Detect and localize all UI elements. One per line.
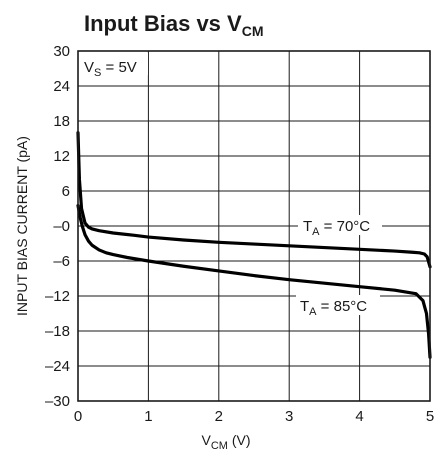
chart-title-sub: CM — [242, 23, 264, 39]
condition-label-suffix: = 5V — [101, 59, 136, 76]
series-label-85-sub: A — [309, 306, 317, 318]
series-label-85-main: T — [300, 298, 309, 315]
condition-label: VS = 5V — [84, 59, 137, 79]
x-axis-label-main: V — [201, 432, 211, 448]
x-axis-label-suffix: (V) — [228, 432, 251, 448]
x-tick-label: 5 — [426, 408, 434, 425]
series-label-85: TA = 85°C — [300, 298, 367, 318]
chart-title-main: Input Bias vs V — [84, 11, 242, 36]
x-axis-label-sub: CM — [211, 440, 228, 452]
y-tick-label: –30 — [45, 393, 70, 410]
series-label-70-sub: A — [312, 226, 320, 238]
x-tick-label: 2 — [215, 408, 223, 425]
condition-label-bg — [80, 53, 148, 75]
curves — [76, 131, 432, 359]
x-axis-label: VCM (V) — [201, 432, 250, 452]
y-tick-label: 24 — [53, 78, 70, 95]
condition-label-main: V — [84, 59, 94, 76]
chart-title: Input Bias vs VCM — [84, 11, 264, 39]
y-tick-label: 12 — [53, 148, 70, 165]
series-label-70-main: T — [303, 218, 312, 235]
y-tick-label: –0 — [53, 218, 70, 235]
series-label-85-bg — [296, 295, 380, 315]
y-axis-label: INPUT BIAS CURRENT (pA) — [14, 136, 30, 316]
y-tick-label: 18 — [53, 113, 70, 130]
series-label-70-bg — [298, 215, 382, 235]
x-tick-label: 4 — [355, 408, 363, 425]
series-label-70-suffix: = 70°C — [320, 218, 371, 235]
x-tick-label: 1 — [144, 408, 152, 425]
y-tick-label: –24 — [45, 358, 70, 375]
series-label-85-suffix: = 85°C — [317, 298, 368, 315]
series-label-70: TA = 70°C — [303, 218, 370, 238]
plot-frame — [77, 50, 431, 402]
y-tick-label: 30 — [53, 43, 70, 60]
y-tick-label: –12 — [45, 288, 70, 305]
y-tick-label: 6 — [62, 183, 70, 200]
x-tick-label: 0 — [74, 408, 82, 425]
series-line-1 — [76, 203, 432, 359]
y-tick-label: –6 — [53, 253, 70, 270]
x-tick-label: 3 — [285, 408, 293, 425]
y-tick-label: –18 — [45, 323, 70, 340]
series-line-0 — [76, 131, 432, 269]
condition-label-sub: S — [94, 67, 101, 79]
